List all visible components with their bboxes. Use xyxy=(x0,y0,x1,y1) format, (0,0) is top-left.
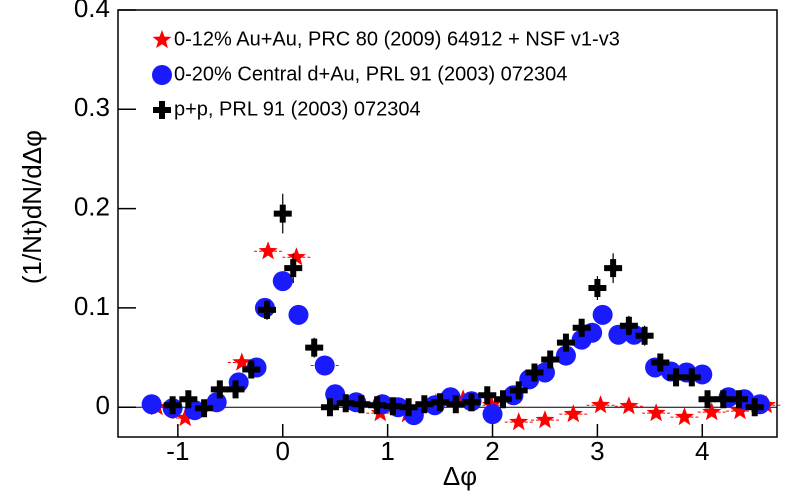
star-marker xyxy=(563,404,583,423)
cross-marker xyxy=(352,395,371,414)
y-tick-label: 0.1 xyxy=(74,291,110,321)
circle-marker xyxy=(288,304,309,325)
y-tick-label: 0.2 xyxy=(74,191,110,221)
cross-marker xyxy=(604,259,623,278)
cross-marker xyxy=(478,386,497,405)
circle-marker xyxy=(608,324,629,345)
cross-marker xyxy=(399,398,418,417)
cross-marker xyxy=(284,259,303,278)
y-tick-label: 0.3 xyxy=(74,92,110,122)
star-marker xyxy=(591,395,611,414)
cross-marker xyxy=(415,395,434,414)
cross-marker xyxy=(714,390,733,409)
y-tick-label: 0.4 xyxy=(74,0,110,23)
cross-marker xyxy=(242,360,261,379)
star-marker xyxy=(674,407,694,426)
cross-marker xyxy=(446,395,465,414)
cross-marker xyxy=(383,397,402,416)
cross-marker xyxy=(729,390,748,409)
cross-marker xyxy=(525,363,544,382)
star-marker xyxy=(258,241,278,260)
star-marker xyxy=(730,401,750,420)
cross-marker xyxy=(320,398,339,417)
x-tick-label: 1 xyxy=(380,436,394,466)
cross-marker xyxy=(682,368,701,387)
cross-marker xyxy=(572,318,591,337)
cross-marker xyxy=(153,101,171,119)
star-marker xyxy=(232,352,252,371)
cross-marker xyxy=(619,316,638,335)
x-axis-title: Δφ xyxy=(443,461,477,491)
circle-marker xyxy=(272,271,293,292)
cross-marker xyxy=(305,338,324,357)
cross-marker xyxy=(667,368,686,387)
cross-marker xyxy=(509,381,528,400)
cross-marker xyxy=(698,390,717,409)
cross-marker xyxy=(541,350,560,369)
cross-marker xyxy=(273,204,292,223)
cross-marker xyxy=(226,380,245,399)
cross-marker xyxy=(195,399,214,418)
legend-label: 0-12% Au+Au, PRC 80 (2009) 64912 + NSF v… xyxy=(174,28,620,50)
star-marker xyxy=(535,410,555,429)
plot-frame xyxy=(117,9,778,438)
y-tick-label: 0 xyxy=(96,390,110,420)
cross-marker xyxy=(745,398,764,417)
star-marker xyxy=(619,396,639,415)
cross-marker xyxy=(635,326,654,345)
cross-marker xyxy=(651,353,670,372)
x-tick-label: 0 xyxy=(276,436,290,466)
cross-marker xyxy=(179,390,198,409)
star-marker xyxy=(509,412,529,431)
circle-marker xyxy=(482,404,503,425)
star-marker xyxy=(152,30,172,49)
cross-marker xyxy=(494,390,513,409)
circle-marker xyxy=(314,355,335,376)
cross-marker xyxy=(336,394,355,413)
x-tick-label: -1 xyxy=(166,436,189,466)
cross-marker xyxy=(588,279,607,298)
cross-marker xyxy=(462,393,481,412)
legend-label: 0-20% Central d+Au, PRL 91 (2003) 072304 xyxy=(174,63,567,85)
star-marker xyxy=(646,403,666,422)
cross-marker xyxy=(431,393,450,412)
cross-marker xyxy=(368,396,387,415)
x-tick-label: 4 xyxy=(695,436,709,466)
y-axis-title: (1/Nt)dN/dΔφ xyxy=(17,130,47,284)
x-tick-label: 2 xyxy=(485,436,499,466)
star-marker xyxy=(175,408,195,427)
cross-marker xyxy=(210,380,229,399)
cross-marker xyxy=(258,300,277,319)
cross-marker xyxy=(556,333,575,352)
circle-marker xyxy=(141,394,162,415)
star-marker xyxy=(702,402,722,421)
star-marker xyxy=(286,247,306,266)
x-tick-label: 3 xyxy=(590,436,604,466)
circle-marker xyxy=(555,345,576,366)
circle-marker xyxy=(152,65,172,85)
legend-label: p+p, PRL 91 (2003) 072304 xyxy=(174,98,421,120)
cross-marker xyxy=(163,396,182,415)
circle-marker xyxy=(592,304,613,325)
